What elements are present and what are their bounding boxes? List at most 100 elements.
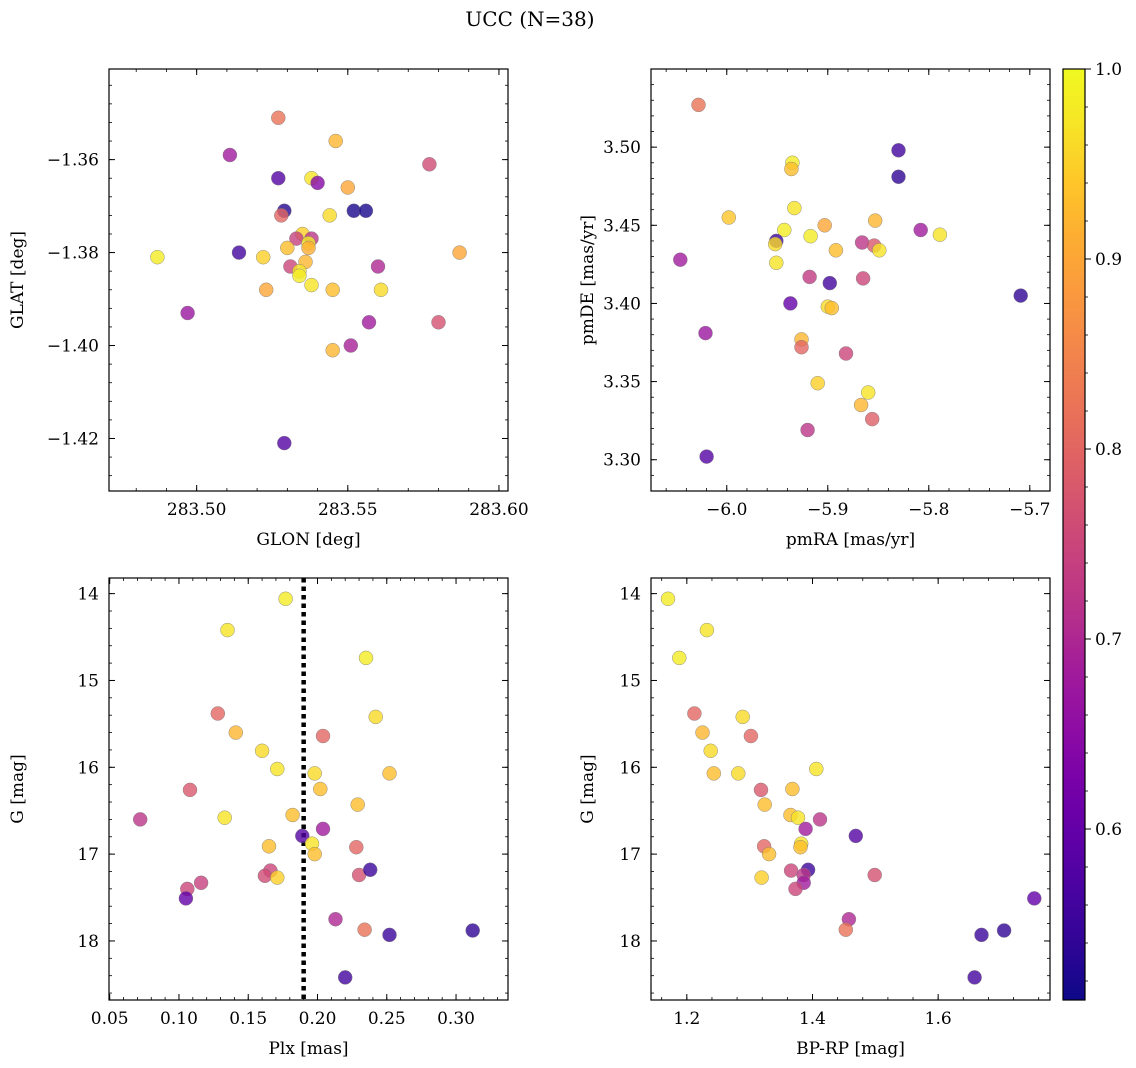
axes-frame	[108, 577, 509, 1001]
panel-4: 1.2 1.4 1.6 14 15 16 17 18 BP-RP [mag] G [mag]	[578, 562, 1051, 1059]
y-tick-label: 3.45	[603, 216, 641, 236]
scatter-point	[270, 761, 285, 777]
scatter-point	[325, 282, 340, 297]
scatter-point	[699, 449, 714, 464]
scatter-point	[828, 243, 844, 258]
scatter-point	[295, 562, 309, 576]
scatter-point	[785, 781, 800, 797]
colorbar-frame	[1062, 68, 1086, 1001]
scatter-points	[660, 562, 1042, 985]
scatter-point	[370, 259, 386, 274]
scatter-point	[261, 839, 277, 854]
scatter-point	[848, 828, 863, 844]
x-tick-label: −5.7	[1009, 500, 1050, 520]
scatter-point	[684, 562, 698, 576]
y-tick-label: 17	[77, 845, 99, 865]
scatter-point	[228, 725, 244, 740]
scatter-point	[315, 728, 331, 744]
panels: 283.50 283.55 283.60 −1.36 −1.38 −1.40 −1.42 GL…	[8, 68, 1051, 1059]
scatter-point	[259, 282, 274, 297]
scatter-point	[810, 376, 825, 391]
scatter-point	[777, 222, 792, 238]
scatter-point	[824, 300, 839, 316]
x-tick-label: −5.8	[908, 500, 949, 520]
scatter-point	[798, 821, 813, 837]
x-tick-label: 283.50	[167, 500, 226, 520]
x-axis-label: Plx [mas]	[268, 1039, 348, 1059]
scatter-point	[193, 875, 209, 890]
scatter-point	[687, 706, 702, 721]
scatter-point	[382, 766, 397, 781]
scatter-point	[872, 243, 887, 258]
y-tick-label: 18	[619, 932, 641, 952]
scatter-point	[182, 782, 198, 798]
scatter-point	[891, 169, 906, 185]
y-tick-label: −1.38	[47, 244, 99, 264]
scatter-point	[699, 622, 715, 638]
x-axis-label: GLON [deg]	[256, 530, 360, 550]
scatter-point	[431, 315, 446, 330]
scatter-point	[422, 157, 437, 172]
scatter-point	[1027, 891, 1042, 906]
scatter-point	[368, 709, 383, 725]
scatter-point	[465, 923, 480, 938]
y-tick-label: 16	[619, 758, 641, 778]
scatter-point	[292, 268, 307, 283]
scatter-point	[358, 203, 374, 219]
axes-frame	[108, 68, 509, 492]
scatter-points	[150, 110, 467, 451]
scatter-point	[150, 250, 165, 265]
scatter-point	[271, 170, 286, 186]
scatter-point	[691, 97, 706, 113]
scatter-point	[855, 271, 871, 286]
y-tick-label: 3.35	[603, 373, 641, 393]
colorbar: 0.6 0.7 0.8 0.9 1.0	[1062, 60, 1122, 1001]
scatter-point	[254, 743, 270, 758]
scatter-point	[743, 728, 759, 744]
scatter-point	[788, 881, 803, 897]
axes-frame	[650, 68, 1051, 492]
scatter-point	[278, 591, 293, 606]
scatter-point	[373, 282, 389, 297]
scatter-point	[861, 385, 876, 400]
y-tick-label: −1.40	[47, 337, 99, 357]
scatter-point	[343, 338, 358, 353]
scatter-point	[313, 781, 328, 797]
scatter-point	[695, 725, 710, 740]
colorbar-gradient	[1063, 69, 1085, 1000]
scatter-point	[838, 346, 854, 361]
y-tick-label: 16	[77, 758, 99, 778]
x-tick-label: 283.55	[318, 500, 377, 520]
x-tick-label: 0.30	[437, 1009, 475, 1029]
scatter-point	[721, 210, 736, 225]
scatter-point	[349, 840, 364, 855]
scatter-points	[132, 562, 480, 985]
scatter-point	[132, 812, 148, 827]
scatter-point	[817, 218, 832, 233]
y-tick-label: −1.42	[47, 429, 99, 449]
panel-1: 283.50 283.55 283.60 −1.36 −1.38 −1.40 −1.42 GL…	[8, 68, 529, 550]
scatter-point	[358, 650, 374, 666]
scatter-point	[913, 222, 928, 238]
y-axis-label: pmDE [mas/yr]	[578, 215, 598, 345]
scatter-point	[178, 891, 194, 906]
colorbar-tick-label: 0.7	[1095, 630, 1122, 650]
scatter-point	[974, 927, 989, 943]
scatter-point	[761, 846, 777, 862]
scatter-point	[802, 269, 817, 285]
scatter-point	[790, 810, 806, 825]
x-tick-label: −5.9	[807, 500, 848, 520]
scatter-point	[854, 235, 870, 250]
scatter-point	[301, 240, 316, 256]
scatter-point	[346, 203, 361, 219]
scatter-point	[452, 245, 467, 260]
scatter-point	[698, 325, 713, 341]
scatter-point	[220, 622, 235, 638]
scatter-point	[350, 797, 365, 812]
scatter-point	[222, 147, 238, 163]
y-tick-label: 15	[77, 671, 99, 691]
y-tick-label: −1.36	[47, 151, 99, 171]
scatter-point	[757, 797, 772, 812]
scatter-point	[217, 810, 232, 825]
